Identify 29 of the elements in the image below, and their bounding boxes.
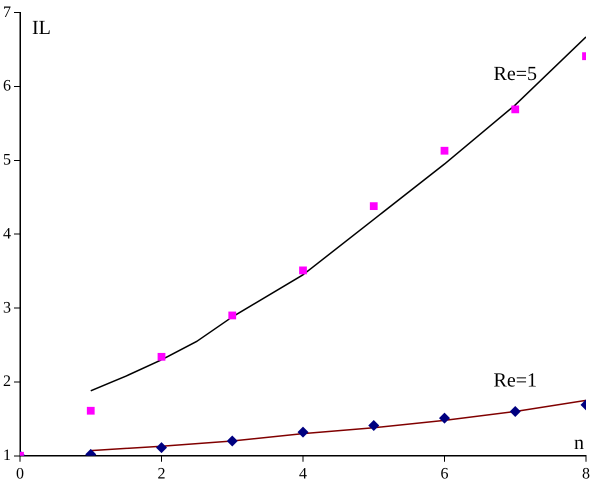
point	[370, 202, 378, 210]
point	[156, 442, 167, 454]
y-tick-label: 2	[3, 373, 11, 390]
x-tick-label: 2	[158, 466, 166, 483]
y-tick-label: 5	[3, 152, 11, 169]
x-tick-label: 8	[582, 466, 590, 483]
point	[228, 312, 236, 320]
point	[368, 420, 380, 432]
point	[299, 266, 307, 274]
series-label: Re=5	[494, 63, 537, 86]
y-tick-label: 6	[3, 78, 11, 95]
point	[298, 426, 308, 438]
y-tick-label: 1	[3, 447, 11, 464]
point	[158, 352, 166, 361]
y-tick-label: 3	[3, 299, 11, 316]
point	[510, 406, 521, 417]
y-tick-label: 4	[3, 225, 11, 242]
point	[511, 105, 520, 114]
y-tick-label: 7	[3, 4, 11, 21]
point	[86, 406, 95, 415]
point	[226, 436, 238, 447]
y-axis-title: IL	[32, 16, 51, 39]
x-axis-title: n	[574, 432, 584, 454]
point	[440, 146, 448, 155]
x-tick-label: 0	[16, 466, 24, 483]
series-label: Re=1	[494, 370, 537, 392]
x-tick-label: 6	[440, 466, 448, 483]
x-tick-label: 4	[299, 466, 307, 483]
point	[439, 412, 450, 424]
